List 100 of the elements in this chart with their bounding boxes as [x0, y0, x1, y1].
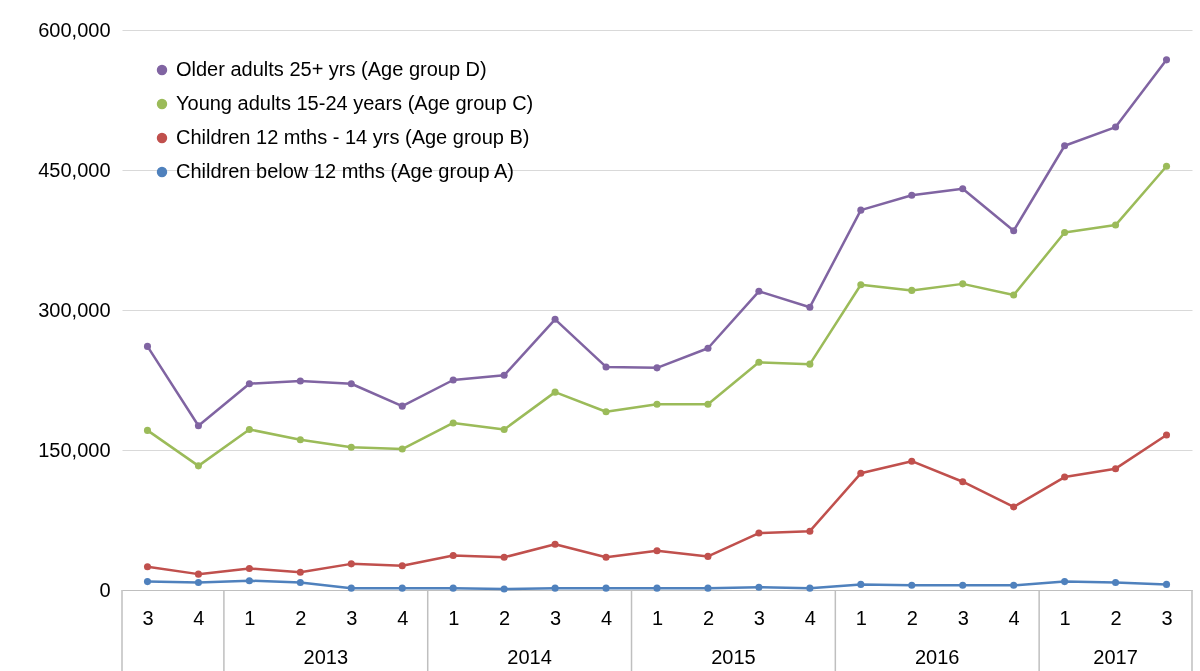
point — [857, 281, 865, 289]
point — [194, 579, 202, 587]
point — [755, 583, 763, 591]
point — [1061, 229, 1069, 237]
point — [347, 443, 355, 451]
point — [347, 560, 355, 568]
point — [1112, 221, 1120, 229]
point — [653, 584, 661, 592]
point — [398, 402, 406, 410]
x-tick-label: 1 — [244, 606, 256, 629]
point — [500, 553, 508, 561]
x-tick-label: 4 — [804, 606, 816, 629]
point — [704, 400, 712, 408]
point — [704, 552, 712, 560]
point — [245, 425, 253, 433]
point — [347, 584, 355, 592]
point — [653, 364, 661, 372]
x-tick-label: 2 — [499, 606, 511, 629]
point — [959, 185, 967, 193]
point — [143, 426, 152, 434]
legend-label: Children 12 mths - 14 yrs (Age group B) — [176, 126, 530, 148]
point — [194, 422, 202, 430]
point — [1162, 56, 1171, 64]
y-tick-label: 150,000 — [38, 438, 111, 461]
point — [806, 527, 814, 535]
point — [347, 380, 355, 388]
point — [1112, 465, 1120, 473]
point — [602, 408, 610, 416]
x-tick-label: 3 — [957, 606, 969, 629]
point — [602, 363, 610, 371]
point — [1061, 578, 1069, 586]
point — [449, 376, 457, 384]
point — [245, 380, 253, 388]
x-tick-label: 2 — [295, 606, 307, 629]
point — [908, 581, 916, 589]
point — [1112, 123, 1120, 131]
point — [857, 580, 865, 588]
x-tick-label: 1 — [448, 606, 460, 629]
x-tick-label: 4 — [193, 606, 205, 629]
point — [551, 315, 559, 323]
point — [1010, 581, 1018, 589]
text: 2016 — [914, 646, 960, 668]
point — [602, 553, 610, 561]
point — [296, 377, 304, 385]
x-tick-label: 1 — [855, 606, 867, 629]
point — [143, 578, 152, 586]
text: 2014 — [507, 646, 552, 668]
point — [551, 540, 559, 548]
text: 2015 — [711, 646, 756, 668]
point — [653, 400, 661, 408]
point — [755, 287, 763, 295]
point — [500, 371, 508, 379]
point — [959, 280, 967, 288]
x-tick-label: 4 — [600, 606, 613, 629]
point — [1061, 473, 1069, 481]
point — [500, 425, 508, 433]
y-tick-label: 450,000 — [38, 158, 111, 181]
point — [1010, 291, 1018, 299]
point — [959, 581, 967, 589]
point — [296, 568, 304, 576]
point — [602, 584, 610, 592]
point — [1112, 579, 1120, 587]
point — [653, 547, 661, 555]
x-tick-label: 3 — [753, 606, 765, 629]
point — [449, 584, 457, 592]
point — [194, 462, 202, 470]
point — [1162, 431, 1171, 439]
point — [755, 529, 763, 537]
x-tick-label: 1 — [1059, 606, 1071, 629]
point — [398, 562, 406, 570]
point — [806, 303, 814, 311]
legend-label: Older adults 25+ yrs (Age group D) — [176, 58, 487, 80]
point — [194, 570, 202, 578]
point — [806, 360, 814, 368]
x-tick-label: 3 — [346, 606, 358, 629]
y-tick-label: 0 — [99, 578, 111, 601]
point — [449, 551, 457, 559]
point — [908, 286, 916, 294]
point — [1162, 580, 1171, 588]
point — [245, 577, 253, 585]
x-tick-label: 2 — [702, 606, 715, 629]
x-tick-label: 2 — [1110, 606, 1122, 629]
x-tick-label: 4 — [1008, 606, 1020, 629]
point — [449, 419, 457, 427]
x-tick-label: 3 — [550, 606, 562, 629]
point — [551, 584, 559, 592]
point — [296, 579, 304, 587]
point — [806, 584, 814, 592]
point — [857, 206, 865, 214]
point — [500, 585, 508, 593]
text: 2017 — [1093, 646, 1138, 668]
x-tick-label: 1 — [651, 606, 664, 629]
point — [857, 469, 865, 477]
y-tick-label: 300,000 — [38, 298, 111, 321]
point — [704, 344, 712, 352]
point — [1162, 162, 1171, 170]
point — [296, 436, 304, 444]
point — [704, 584, 712, 592]
point — [551, 388, 559, 396]
x-tick-label: 4 — [397, 606, 409, 629]
